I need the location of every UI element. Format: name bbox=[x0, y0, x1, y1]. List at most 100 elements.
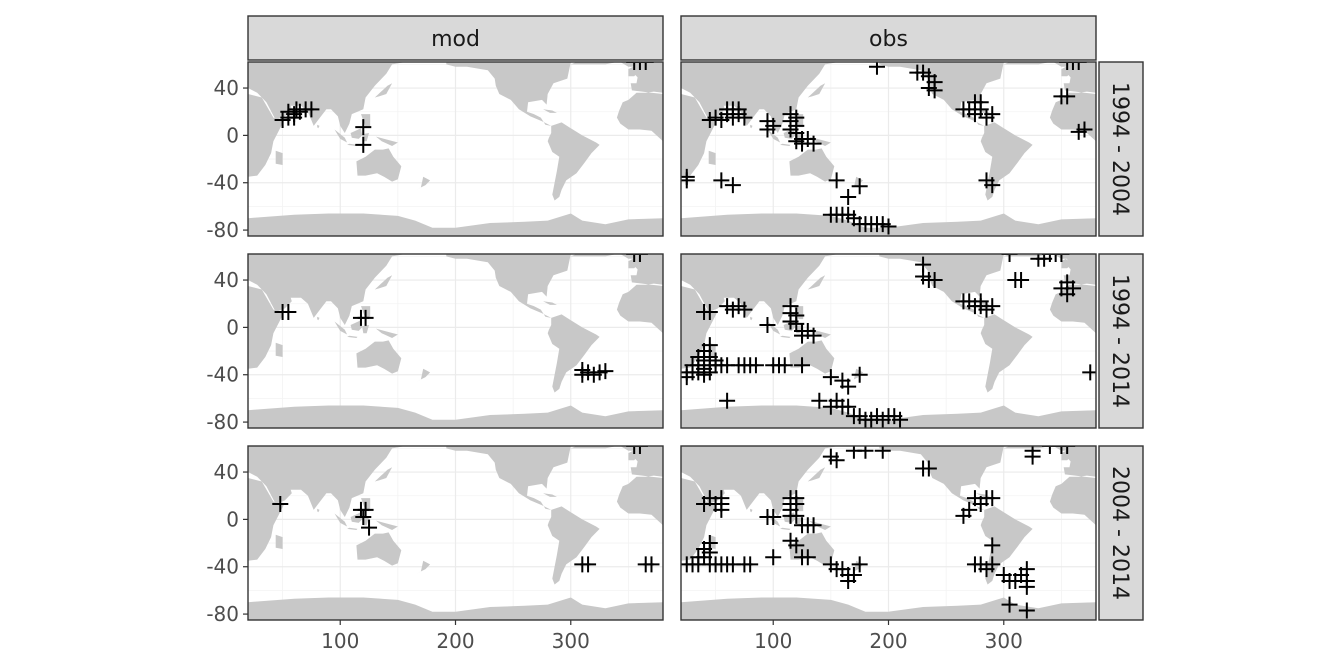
land-mass bbox=[334, 321, 348, 335]
y-tick-label: 0 bbox=[226, 123, 239, 147]
land-mass bbox=[616, 254, 663, 334]
land-mass bbox=[681, 405, 1096, 428]
y-tick-label: -40 bbox=[206, 171, 239, 195]
y-tick-label: 40 bbox=[214, 76, 239, 100]
land-mass bbox=[446, 446, 571, 510]
land-mass bbox=[681, 213, 1096, 236]
data-point bbox=[1059, 88, 1076, 105]
data-point bbox=[1047, 254, 1064, 262]
land-mass bbox=[628, 258, 638, 269]
x-tick-label: 200 bbox=[869, 629, 907, 653]
data-point bbox=[357, 309, 374, 326]
data-point bbox=[701, 304, 718, 320]
data-point bbox=[1076, 121, 1093, 138]
data-point bbox=[1041, 446, 1058, 454]
land-mass bbox=[248, 446, 433, 517]
data-point bbox=[851, 366, 868, 383]
strip-row-label: 1994 - 2014 bbox=[1107, 274, 1132, 408]
data-point bbox=[719, 392, 736, 409]
land-mass bbox=[317, 508, 320, 513]
data-point bbox=[574, 362, 591, 378]
land-mass bbox=[616, 62, 663, 142]
land-mass bbox=[879, 254, 1004, 318]
data-point bbox=[355, 136, 372, 153]
panel-border bbox=[680, 61, 1097, 237]
data-point bbox=[828, 452, 845, 469]
land-mass bbox=[334, 513, 348, 527]
panel-border bbox=[247, 253, 664, 429]
data-point bbox=[1001, 596, 1018, 613]
data-point bbox=[857, 446, 874, 459]
land-mass bbox=[628, 66, 638, 77]
data-point bbox=[828, 172, 845, 189]
land-mass bbox=[446, 62, 571, 126]
land-mass bbox=[416, 560, 431, 574]
data-point bbox=[788, 537, 805, 554]
land-mass bbox=[1061, 450, 1071, 461]
data-point bbox=[736, 109, 753, 126]
land-mass bbox=[446, 254, 571, 318]
y-tick-label: -40 bbox=[206, 555, 239, 579]
data-point bbox=[1059, 446, 1076, 454]
data-point bbox=[286, 109, 303, 126]
data-point bbox=[631, 62, 648, 70]
x-tick-label: 300 bbox=[552, 629, 590, 653]
panel-border bbox=[247, 61, 664, 237]
data-point bbox=[984, 556, 1001, 573]
y-tick-label: -80 bbox=[206, 218, 239, 242]
land-mass bbox=[248, 286, 284, 369]
data-point bbox=[747, 357, 764, 374]
panel-mod-1 bbox=[248, 254, 663, 428]
data-point bbox=[984, 177, 1001, 194]
data-point bbox=[851, 556, 868, 573]
data-point bbox=[811, 392, 828, 409]
panel-obs-0 bbox=[681, 62, 1096, 236]
land-mass bbox=[248, 405, 663, 428]
data-point bbox=[1018, 578, 1035, 595]
data-point bbox=[799, 549, 816, 566]
land-mass bbox=[248, 62, 433, 133]
y-tick-label: 40 bbox=[214, 460, 239, 484]
land-mass bbox=[681, 94, 717, 177]
data-point bbox=[272, 496, 289, 512]
land-mass bbox=[275, 534, 283, 549]
data-point bbox=[805, 327, 822, 344]
land-mass bbox=[356, 340, 402, 374]
data-point bbox=[713, 172, 730, 189]
data-point bbox=[840, 398, 857, 415]
land-mass bbox=[767, 129, 781, 143]
land-mass bbox=[980, 314, 1033, 393]
data-point bbox=[822, 369, 839, 386]
data-point bbox=[1001, 254, 1018, 262]
land-mass bbox=[350, 320, 363, 331]
strip-row-label: 1994 - 2004 bbox=[1107, 82, 1132, 216]
y-tick-label: -80 bbox=[206, 602, 239, 626]
y-tick-label: -80 bbox=[206, 410, 239, 434]
data-point bbox=[742, 556, 759, 573]
data-point bbox=[1013, 272, 1030, 289]
data-point bbox=[926, 82, 943, 99]
data-point bbox=[920, 460, 937, 477]
panels-layer bbox=[247, 61, 1097, 621]
strips-layer: mod obs 1994 - 2004 1994 - 2014 2004 - 2014 bbox=[247, 15, 1144, 621]
strip-row-label: 2004 - 2014 bbox=[1107, 466, 1132, 600]
data-point bbox=[626, 446, 643, 454]
land-mass bbox=[681, 62, 866, 133]
data-point bbox=[303, 101, 320, 118]
panel-mod-0 bbox=[248, 62, 663, 236]
data-point bbox=[580, 556, 597, 573]
land-mass bbox=[416, 368, 431, 382]
data-point bbox=[892, 411, 909, 428]
data-point bbox=[972, 94, 989, 111]
data-point bbox=[1059, 62, 1076, 70]
data-point bbox=[984, 106, 1001, 123]
land-mass bbox=[248, 597, 663, 620]
land-mass bbox=[356, 532, 402, 566]
land-mass bbox=[616, 446, 663, 526]
data-point bbox=[637, 62, 654, 70]
panel-mod-2 bbox=[248, 446, 663, 620]
data-point bbox=[805, 517, 822, 534]
land-mass bbox=[376, 520, 398, 530]
data-point bbox=[984, 537, 1001, 554]
strip-row-0 bbox=[1098, 61, 1144, 237]
